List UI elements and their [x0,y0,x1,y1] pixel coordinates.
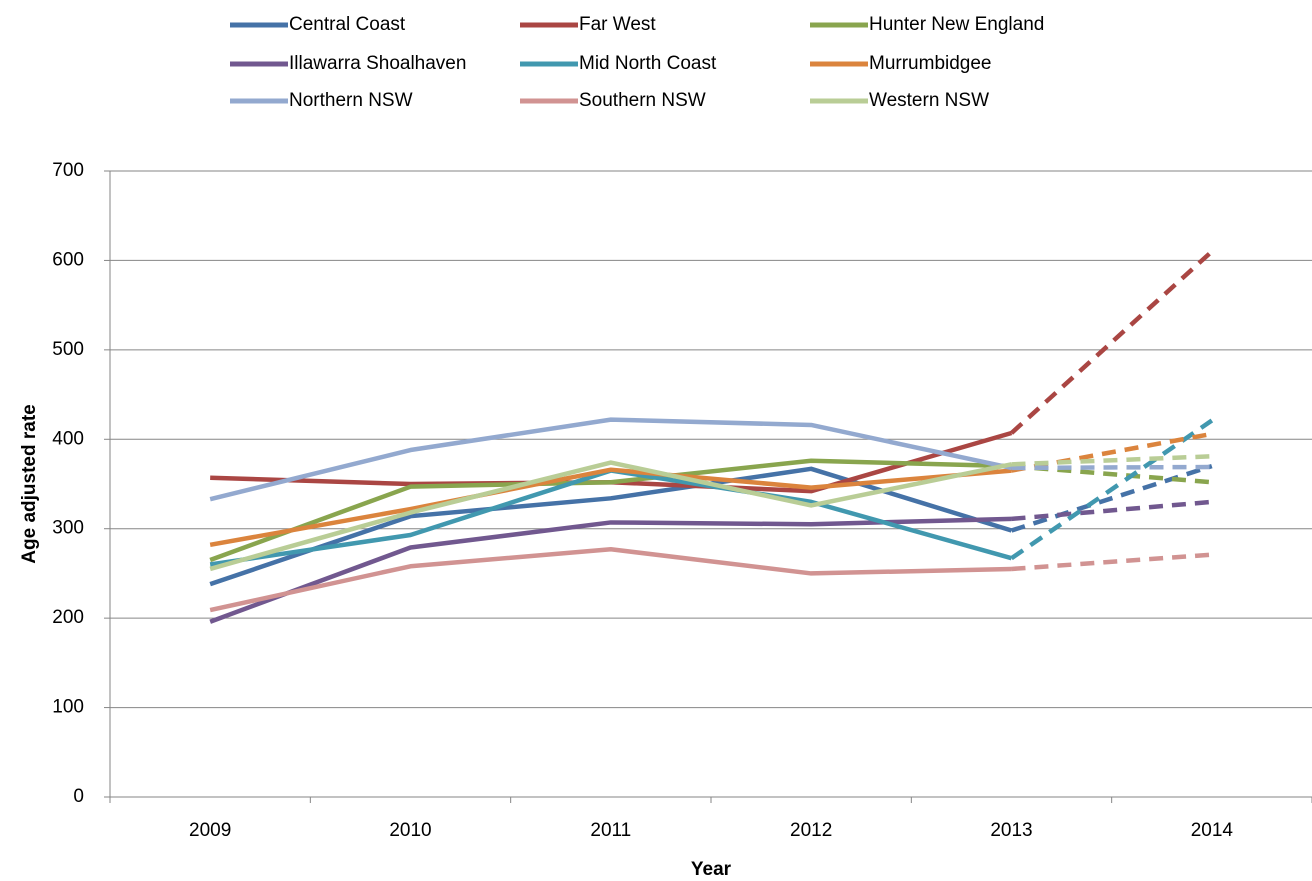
legend-label: Hunter New England [869,14,1044,35]
series-line [209,467,1012,548]
projected-line [1010,463,1213,533]
y-tick-label: 500 [52,339,84,360]
x-tick-label: 2012 [790,820,832,841]
series-line [209,460,1012,572]
y-tick-label: 700 [52,160,84,181]
legend-label: Mid North Coast [579,53,717,74]
legend-label: Murrumbidgee [869,53,992,74]
projected-line [1011,552,1212,572]
projected-line [1010,418,1214,561]
projected-line [1011,499,1213,522]
y-tick-label: 300 [52,518,84,539]
legend-label: Western NSW [869,90,989,111]
x-axis-title: Year [691,859,732,880]
series-line [209,466,1013,587]
y-tick-label: 100 [52,697,84,718]
y-tick-label: 400 [52,428,84,449]
series-line [209,458,1012,563]
legend-label: Southern NSW [579,90,706,111]
legend-label: Northern NSW [289,90,413,111]
x-tick-label: 2013 [990,820,1032,841]
y-tick-label: 0 [73,786,84,807]
projected-line [1009,249,1214,435]
x-tick-label: 2014 [1191,820,1234,841]
y-tick-label: 200 [52,607,84,628]
x-tick-label: 2009 [189,820,231,841]
projected-line [1011,454,1212,467]
legend-label: Central Coast [289,14,406,35]
y-axis-title: Age adjusted rate [19,404,40,563]
legend-label: Far West [579,14,656,35]
projected-line [1011,464,1212,471]
y-tick-label: 600 [52,249,84,270]
x-tick-label: 2010 [389,820,431,841]
series-line [209,417,1012,502]
legend-label: Illawarra Shoalhaven [289,53,466,74]
series-line [209,547,1012,613]
x-tick-label: 2011 [590,820,631,841]
